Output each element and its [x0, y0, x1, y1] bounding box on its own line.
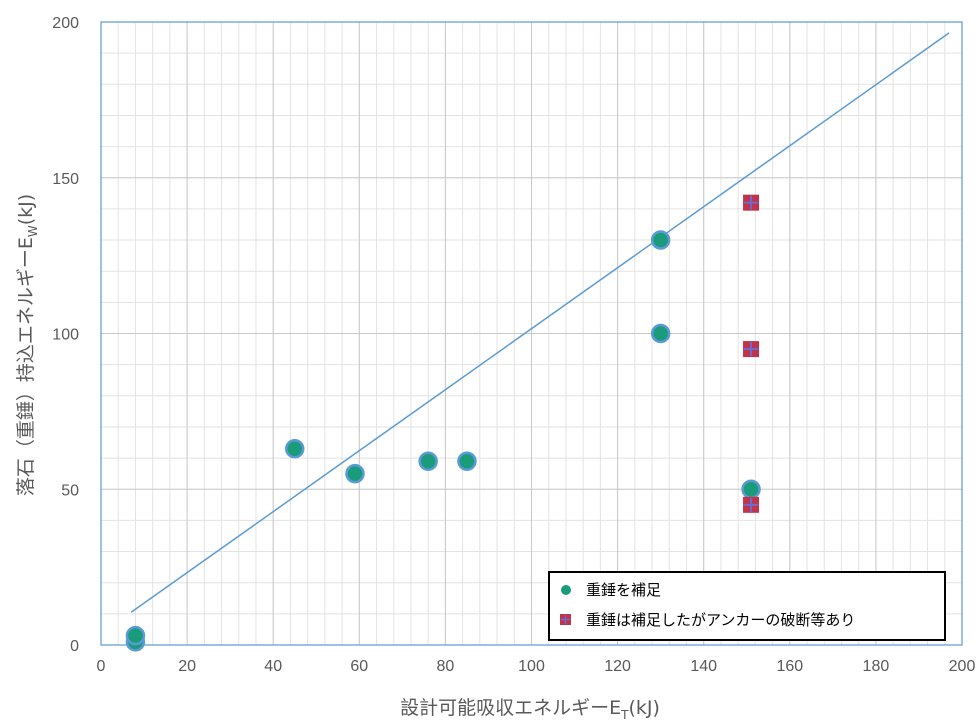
legend: 重錘を補足 重錘は補足したがアンカーの破断等あり: [548, 571, 946, 641]
legend-box: [548, 571, 946, 641]
plot-area-border: [100, 21, 963, 646]
data-point-series-1: [284, 439, 305, 459]
x-tick-label: 160: [776, 658, 803, 675]
x-tick-label: 100: [518, 658, 545, 675]
data-point-series-1: [418, 451, 438, 471]
x-tick-label: 0: [97, 658, 106, 675]
y-tick-labels: 0 50 100 150 200: [52, 15, 79, 655]
x-tick-label: 40: [264, 658, 282, 675]
data-point-series-1: [650, 230, 671, 250]
y-axis-title: 落石（重錘）持込エネルギーEW(kJ): [15, 194, 40, 496]
y-tick-label: 0: [70, 638, 79, 655]
data-point-series-1: [650, 323, 671, 344]
y-tick-label: 200: [52, 15, 79, 32]
x-tick-label: 20: [178, 658, 196, 675]
data-point-series-2: [743, 194, 760, 211]
y-tick-label: 100: [52, 327, 79, 344]
x-tick-labels: 0 20 40 60 80 100 120 140 160 180 200: [97, 658, 976, 675]
x-tick-label: 120: [604, 658, 631, 675]
y-tick-label: 50: [61, 482, 79, 499]
reference-line: [130, 32, 950, 613]
x-tick-label: 180: [863, 658, 890, 675]
data-point-series-1: [125, 625, 146, 646]
x-axis-title: 設計可能吸収エネルギーET(kJ): [400, 697, 660, 722]
data-points: [125, 194, 761, 652]
legend-label-series-1: 重錘を補足: [586, 581, 661, 599]
data-point-series-2: [743, 496, 760, 513]
y-tick-label: 150: [52, 171, 79, 188]
x-tick-label: 80: [437, 658, 455, 675]
legend-marker-circle: [561, 585, 571, 595]
data-point-series-1: [345, 463, 365, 484]
data-point-series-1: [457, 451, 477, 471]
data-point-series-1: [741, 479, 761, 499]
legend-label-series-2: 重錘は補足したがアンカーの破断等あり: [586, 611, 855, 629]
x-tick-label: 60: [350, 658, 368, 675]
x-tick-label: 140: [690, 658, 717, 675]
data-point-series-2: [743, 341, 760, 358]
x-tick-label: 200: [949, 658, 976, 675]
